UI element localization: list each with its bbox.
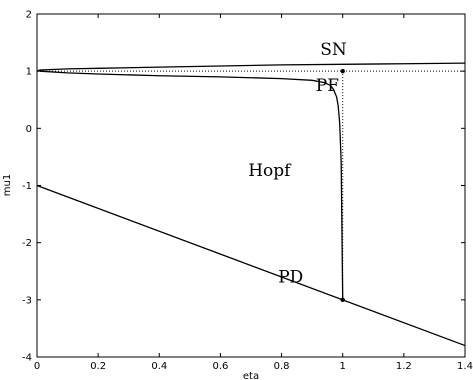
- plot-area: [36, 13, 466, 358]
- series-line-3: [36, 184, 466, 347]
- series-line-2: [40, 70, 344, 300]
- x-tick-label: 0.8: [274, 361, 290, 372]
- x-tick-label: 1.4: [457, 361, 473, 372]
- x-tick-label: 0.2: [90, 361, 106, 372]
- x-tick-label: 0.6: [212, 361, 228, 372]
- bifurcation-point: [340, 68, 345, 74]
- annotation-label: SN: [320, 40, 347, 60]
- points-group: [340, 68, 345, 303]
- x-tick-label: 0: [34, 361, 40, 372]
- y-tick-label: 2: [26, 10, 32, 21]
- y-tick-label: -2: [22, 238, 32, 249]
- x-tick-label: 1: [340, 361, 346, 372]
- series-group: [36, 62, 466, 347]
- bifurcation-point: [340, 297, 345, 303]
- axis-ticks: 0 0.2 0.4 0.6 0.8 1 1.2 1.4 2 1 0 -1 -2 -3 -4: [22, 10, 473, 373]
- annotations-group: SN PF Hopf PD: [248, 40, 347, 288]
- y-tick-label: -1: [22, 181, 32, 192]
- x-axis-label: eta: [243, 371, 259, 380]
- series-line-1: [36, 62, 466, 72]
- annotation-label: PD: [278, 268, 303, 288]
- y-axis-label: mu1: [2, 174, 13, 196]
- y-tick-label: 0: [26, 124, 32, 135]
- x-tick-label: 0.4: [151, 361, 167, 372]
- annotation-label: PF: [316, 76, 339, 96]
- y-tick-label: -4: [22, 353, 32, 364]
- y-tick-label: 1: [26, 67, 32, 78]
- x-tick-label: 1.2: [396, 361, 412, 372]
- y-tick-label: -3: [22, 295, 32, 306]
- annotation-label: Hopf: [248, 161, 292, 181]
